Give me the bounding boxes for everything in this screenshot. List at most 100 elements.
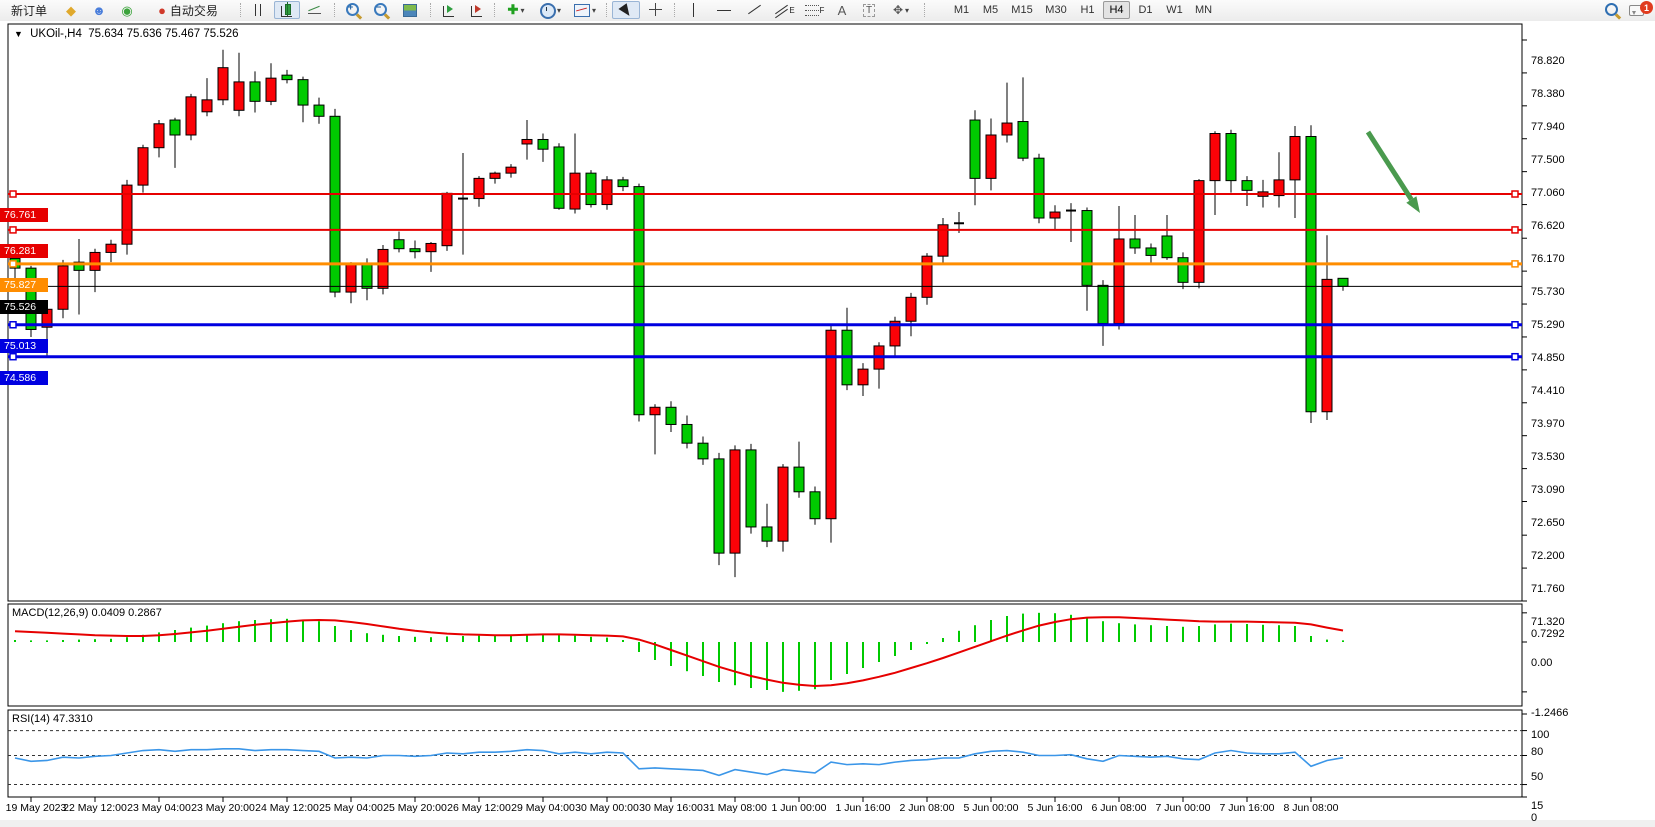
price-tick-label: 73.530 (1531, 450, 1565, 463)
candle-68 (1097, 284, 1109, 324)
timeframe-M15[interactable]: M15 (1011, 4, 1033, 16)
candlestick-mode-button[interactable] (274, 1, 300, 19)
rsi-line (14, 748, 1344, 777)
candle-42 (681, 423, 693, 444)
time-label: 5 Jun 00:00 (963, 802, 1019, 814)
rsi-axis-label: 15 (1531, 799, 1544, 812)
vertical-line-tool[interactable] (680, 1, 708, 19)
timeframe-M5[interactable]: M5 (982, 4, 999, 16)
chart-shift-button[interactable] (464, 1, 490, 19)
candle-47 (761, 526, 773, 542)
candle-33 (537, 138, 549, 150)
signal-icon[interactable]: ◉ (114, 1, 140, 19)
zoom-out-button[interactable]: − (368, 1, 394, 19)
indicators-button[interactable]: ▾ (568, 1, 602, 19)
line-chart-mode-button[interactable] (302, 1, 328, 19)
candle-22 (361, 263, 373, 289)
new-order-button[interactable]: 新订单 (10, 3, 47, 18)
candle-6 (105, 243, 117, 253)
line-chart-icon (307, 2, 323, 18)
tile-windows-button[interactable] (396, 1, 424, 19)
candle-51 (825, 329, 837, 520)
hline-handle[interactable] (9, 260, 17, 268)
timeframe-D1[interactable]: D1 (1138, 4, 1153, 16)
hline-handle[interactable] (1511, 352, 1519, 361)
candle-19 (313, 104, 325, 117)
hline-handle[interactable] (1511, 321, 1519, 329)
candle-15 (249, 81, 261, 102)
horizontal-line-tool[interactable] (710, 1, 738, 19)
candle-74 (1193, 180, 1205, 283)
candle-55 (889, 320, 901, 347)
candle-25 (409, 248, 421, 253)
candle-81 (1305, 135, 1317, 413)
rsi-indicator-label: RSI(14) 47.3310 (12, 713, 93, 725)
time-label: 8 Jun 08:00 (1283, 802, 1339, 814)
price-line-tag-76.281: 76.281 (0, 243, 48, 258)
market-watch-icon[interactable]: ◆ (58, 1, 84, 19)
timeframe-W1[interactable]: W1 (1166, 4, 1183, 16)
new-chart-button[interactable]: ✚ ▾ (507, 2, 525, 17)
auto-trading-button[interactable]: ● 自动交易 (142, 1, 234, 19)
candle-27 (441, 192, 453, 247)
person-icon: ☻ (92, 2, 106, 18)
broadcast-icon: ◉ (121, 2, 133, 18)
search-button[interactable] (1600, 1, 1624, 19)
crosshair-tool-button[interactable] (642, 1, 670, 19)
time-label: 1 Jun 16:00 (835, 802, 891, 814)
candle-58 (937, 224, 949, 257)
time-label: 6 Jun 08:00 (1091, 802, 1147, 814)
separator (494, 3, 496, 17)
symbol-dropdown-icon[interactable]: ▼ (14, 29, 23, 39)
candle-35 (569, 172, 581, 210)
chart-plot-area[interactable] (0, 21, 1655, 820)
candle-61 (985, 134, 997, 179)
candle-8 (137, 147, 149, 186)
timeframe-H1[interactable]: H1 (1080, 4, 1095, 16)
price-line-tag-75.526: 75.526 (0, 300, 48, 315)
bar-chart-mode-button[interactable] (246, 1, 272, 19)
hline-handle[interactable] (9, 352, 17, 361)
hline-handle[interactable] (9, 321, 17, 329)
cursor-icon (618, 3, 634, 19)
periods-button[interactable]: ▾ (534, 1, 566, 19)
price-tick-label: 77.940 (1531, 120, 1565, 133)
label-tool[interactable]: T (856, 1, 882, 19)
macd-axis-label: 0.7292 (1531, 627, 1565, 640)
fibonacci-tool[interactable]: F (800, 1, 828, 19)
candle-29 (473, 177, 485, 200)
candle-4 (73, 261, 85, 271)
crosshair-icon (648, 2, 664, 18)
timeframe-M30[interactable]: M30 (1045, 4, 1067, 16)
hline-handle[interactable] (1511, 260, 1519, 268)
candle-7 (121, 184, 133, 245)
arrows-tool[interactable]: ✥ ▾ (892, 2, 910, 17)
candle-44 (713, 458, 725, 554)
macd-indicator-label: MACD(12,26,9) 0.0409 0.2867 (12, 607, 162, 619)
auto-scroll-button[interactable] (436, 1, 462, 19)
timeframe-MN[interactable]: MN (1194, 4, 1213, 16)
macd-panel-frame (7, 603, 1523, 707)
annotation-arrow[interactable] (1365, 130, 1414, 201)
separator (334, 3, 336, 17)
hline-handle[interactable] (9, 190, 17, 198)
candle-12 (201, 99, 213, 113)
symbol-timeframe-label: UKOil-,H4 (30, 28, 82, 40)
equidistant-channel-tool[interactable]: E (770, 1, 798, 19)
price-tick-label: 76.170 (1531, 253, 1565, 266)
candle-40 (649, 406, 661, 416)
search-icon (1604, 2, 1620, 18)
timeframe-H4[interactable]: H4 (1103, 1, 1130, 19)
candle-48 (777, 466, 789, 542)
price-tick-label: 74.410 (1531, 384, 1565, 397)
timeframe-M1[interactable]: M1 (953, 4, 970, 16)
profile-icon[interactable]: ☻ (86, 1, 112, 19)
price-tick-label: 74.850 (1531, 351, 1565, 364)
hline-handle[interactable] (9, 226, 17, 234)
trendline-tool[interactable] (740, 1, 768, 19)
hline-handle[interactable] (1511, 226, 1519, 234)
cursor-tool-button[interactable] (612, 1, 640, 19)
hline-handle[interactable] (1511, 190, 1519, 198)
text-tool[interactable]: A (830, 1, 854, 19)
zoom-in-button[interactable]: + (340, 1, 366, 19)
